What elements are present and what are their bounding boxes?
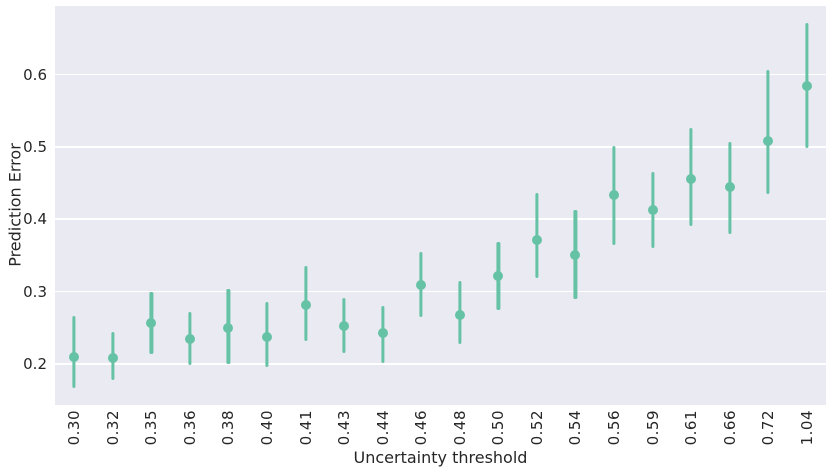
x-axis-label: Uncertainty threshold [353, 448, 528, 467]
y-axis-label: Prediction Error [5, 143, 25, 267]
data-point [647, 204, 658, 215]
data-point [763, 136, 774, 147]
x-tick-label: 0.56 [604, 410, 623, 446]
data-point [493, 271, 504, 282]
x-tick-label: 0.43 [335, 410, 354, 446]
x-tick-label: 0.30 [65, 410, 84, 446]
data-point [339, 321, 350, 332]
gridline [55, 290, 826, 293]
data-point [531, 235, 542, 246]
data-point [107, 353, 118, 364]
x-tick-label: 0.66 [720, 410, 739, 446]
gridline [55, 362, 826, 365]
y-tick-label: 0.2 [23, 354, 47, 373]
x-tick-label: 0.46 [412, 410, 431, 446]
x-tick-label: 0.38 [219, 410, 238, 446]
x-tick-label: 0.32 [103, 410, 122, 446]
data-point [262, 332, 273, 343]
x-tick-label: 0.59 [643, 410, 662, 446]
y-tick-label: 0.4 [23, 210, 47, 229]
data-point [608, 189, 619, 200]
data-point [454, 309, 465, 320]
data-point [570, 250, 581, 261]
error-bar [766, 69, 770, 194]
data-point [69, 352, 80, 363]
x-tick-label: 0.40 [258, 410, 277, 446]
gridline [55, 218, 826, 221]
y-tick-label: 0.5 [23, 137, 47, 156]
data-point [300, 300, 311, 311]
data-point [223, 323, 234, 334]
x-tick-label: 0.41 [296, 410, 315, 446]
data-point [377, 328, 388, 339]
x-tick-label: 0.48 [450, 410, 469, 446]
plot-area [55, 6, 826, 405]
y-tick-label: 0.3 [23, 282, 47, 301]
x-tick-label: 0.35 [142, 410, 161, 446]
gridline [55, 73, 826, 76]
gridline [55, 146, 826, 148]
error-bar [72, 316, 76, 389]
data-point [724, 182, 735, 193]
x-tick-label: 0.54 [566, 410, 585, 446]
data-point [686, 173, 697, 184]
data-point [801, 81, 812, 92]
data-point [146, 318, 157, 329]
x-tick-label: 0.50 [489, 410, 508, 446]
x-tick-label: 0.52 [527, 410, 546, 446]
x-tick-label: 1.04 [797, 410, 816, 446]
x-tick-label: 0.61 [682, 410, 701, 446]
data-point [416, 280, 427, 290]
x-tick-label: 0.44 [373, 410, 392, 446]
x-tick-label: 0.72 [759, 410, 778, 446]
x-tick-label: 0.36 [180, 410, 199, 446]
y-tick-label: 0.6 [23, 65, 47, 84]
data-point [184, 333, 195, 344]
